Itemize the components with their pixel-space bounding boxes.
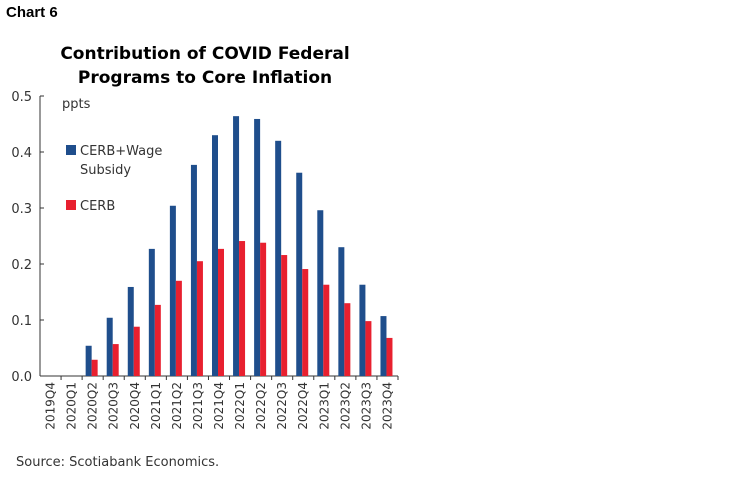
bar-cerb-wage xyxy=(233,116,240,376)
bar-cerb-wage xyxy=(85,345,92,376)
bar-cerb xyxy=(112,344,119,376)
source-note: Source: Scotiabank Economics. xyxy=(16,455,220,470)
bar-cerb xyxy=(196,261,203,376)
x-tick-label: 2019Q4 xyxy=(44,382,58,430)
y-tick-label: 0.5 xyxy=(11,90,32,105)
x-tick-label: 2023Q2 xyxy=(338,382,352,430)
bar-cerb xyxy=(154,304,161,376)
bar-cerb xyxy=(91,359,98,376)
x-tick-label: 2023Q3 xyxy=(359,382,373,430)
bar-cerb-wage xyxy=(169,205,176,376)
x-tick-label: 2021Q1 xyxy=(149,382,163,430)
y-tick-label: 0.3 xyxy=(11,202,32,217)
x-tick-label: 2023Q4 xyxy=(380,382,394,430)
bar-cerb-wage xyxy=(212,135,218,376)
bar-cerb-wage xyxy=(296,172,303,376)
y-tick-label: 0.4 xyxy=(11,146,32,161)
bar-cerb xyxy=(281,255,288,376)
x-tick-label: 2020Q4 xyxy=(128,382,142,430)
legend-label-cerb: CERB xyxy=(80,199,115,214)
bar-cerb-wage xyxy=(317,210,324,376)
x-tick-label: 2021Q2 xyxy=(170,382,184,430)
y-tick-label: 0.0 xyxy=(11,370,32,385)
y-tick-label: 0.2 xyxy=(11,258,32,273)
bar-cerb xyxy=(218,248,224,376)
bar-cerb-wage xyxy=(359,284,366,376)
bar-cerb-wage xyxy=(338,247,345,376)
x-tick-label: 2020Q3 xyxy=(107,382,121,430)
bar-cerb xyxy=(239,241,246,376)
bar-cerb xyxy=(175,280,182,376)
x-tick-label: 2022Q2 xyxy=(254,382,268,430)
x-tick-label: 2022Q4 xyxy=(296,382,310,430)
bar-cerb xyxy=(323,284,330,376)
bar-cerb-wage xyxy=(106,317,113,376)
legend-swatch-cerb xyxy=(66,200,76,210)
bar-cerb-wage xyxy=(190,164,197,376)
x-tick-label: 2020Q2 xyxy=(86,382,100,430)
bar-cerb xyxy=(344,303,351,376)
chart-number: Chart 6 xyxy=(6,4,58,21)
bar-cerb-wage xyxy=(380,316,387,376)
y-tick-label: 0.1 xyxy=(11,314,32,329)
x-tick-label: 2022Q1 xyxy=(233,382,247,430)
bar-cerb xyxy=(133,326,140,376)
chart-title: Contribution of COVID Federal Programs t… xyxy=(60,44,350,88)
bar-cerb xyxy=(302,269,309,376)
y-axis-unit: ppts xyxy=(62,97,91,112)
bar-cerb-wage xyxy=(148,248,155,376)
legend-label-cerb-wage: CERB+Wage Subsidy xyxy=(80,144,162,178)
bar-cerb-wage xyxy=(127,286,134,376)
bar-cerb-wage xyxy=(275,140,282,376)
x-tick-label: 2020Q1 xyxy=(65,382,79,430)
legend-swatch-cerb-wage xyxy=(66,145,76,155)
x-tick-label: 2023Q1 xyxy=(317,382,331,430)
bar-cerb-wage xyxy=(254,118,261,377)
bar-cerb xyxy=(386,337,393,376)
bar-cerb xyxy=(365,321,372,376)
x-tick-label: 2021Q4 xyxy=(212,382,226,430)
x-tick-label: 2021Q3 xyxy=(191,382,205,430)
bar-cerb xyxy=(260,242,267,376)
x-tick-label: 2022Q3 xyxy=(275,382,289,430)
